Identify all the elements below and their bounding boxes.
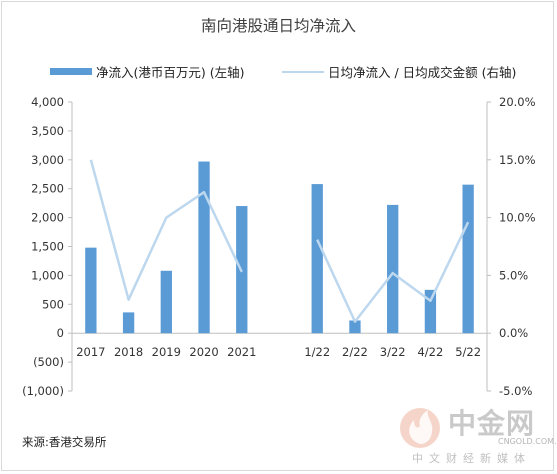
bar-3/22 [387, 204, 399, 334]
right-tick-label: 5.0% [499, 268, 528, 282]
left-tick-label: 500 [42, 297, 64, 311]
right-tick-label: 0.0% [499, 326, 528, 340]
bar-2/22 [349, 320, 361, 334]
x-tick-label-2/22: 2/22 [342, 345, 368, 359]
bar-2018 [122, 312, 135, 334]
left-tick-label: 4,000 [31, 95, 64, 109]
left-tick-label: 1,000 [31, 268, 64, 282]
left-tick-label: 3,000 [31, 153, 64, 167]
source-note: 来源:香港交易所 [22, 435, 107, 449]
bar-5/22 [462, 184, 474, 334]
x-tick-label-4/22: 4/22 [417, 345, 443, 359]
x-tick-label-3/22: 3/22 [380, 345, 406, 359]
watermark-tagline: 中文财经新媒体 [412, 452, 531, 465]
right-tick-label: 20.0% [499, 95, 536, 109]
left-tick-label: (1,000) [22, 384, 64, 398]
bar-1/22 [311, 184, 323, 334]
chart-title: 南向港股通日均净流入 [200, 17, 356, 35]
legend-line-swatch [282, 71, 324, 73]
left-tick-label: (500) [33, 355, 64, 369]
x-tick-label-2019: 2019 [152, 345, 181, 359]
bar-2020 [198, 161, 210, 334]
watermark-domain: CNGOLD.COM.CN [498, 437, 557, 446]
left-tick-label: 1,500 [31, 240, 64, 254]
legend-bar-label: 净流入(港币百万元) (左轴) [96, 65, 245, 80]
watermark-name: 中金网 [448, 407, 536, 440]
left-tick-label: 2,500 [31, 182, 64, 196]
bar-4/22 [424, 289, 437, 334]
x-tick-label-2017: 2017 [76, 345, 105, 359]
x-tick-label-1/22: 1/22 [304, 345, 330, 359]
legend-bar-swatch [50, 68, 92, 75]
right-tick-label: 15.0% [499, 153, 536, 167]
x-tick-label-2020: 2020 [189, 345, 218, 359]
x-tick-label-2021: 2021 [227, 345, 256, 359]
fire-icon [400, 408, 440, 448]
legend-line-label: 日均净流入 / 日均成交金额 (右轴) [328, 65, 517, 80]
bar-2019 [160, 270, 172, 334]
right-tick-label: 10.0% [499, 211, 536, 225]
right-tick-label: -5.0% [499, 384, 532, 398]
ratio-line-annual [89, 159, 243, 301]
watermark-logo: 中金网 CNGOLD.COM.CN 中文财经新媒体 [398, 400, 557, 466]
left-tick-label: 2,000 [31, 211, 64, 225]
bar-2017 [85, 247, 97, 334]
x-tick-label-5/22: 5/22 [455, 345, 481, 359]
x-tick-label-2018: 2018 [114, 345, 143, 359]
left-tick-label: 0 [57, 326, 64, 340]
ratio-line-monthly [316, 221, 470, 323]
left-tick-label: 3,500 [31, 124, 64, 138]
